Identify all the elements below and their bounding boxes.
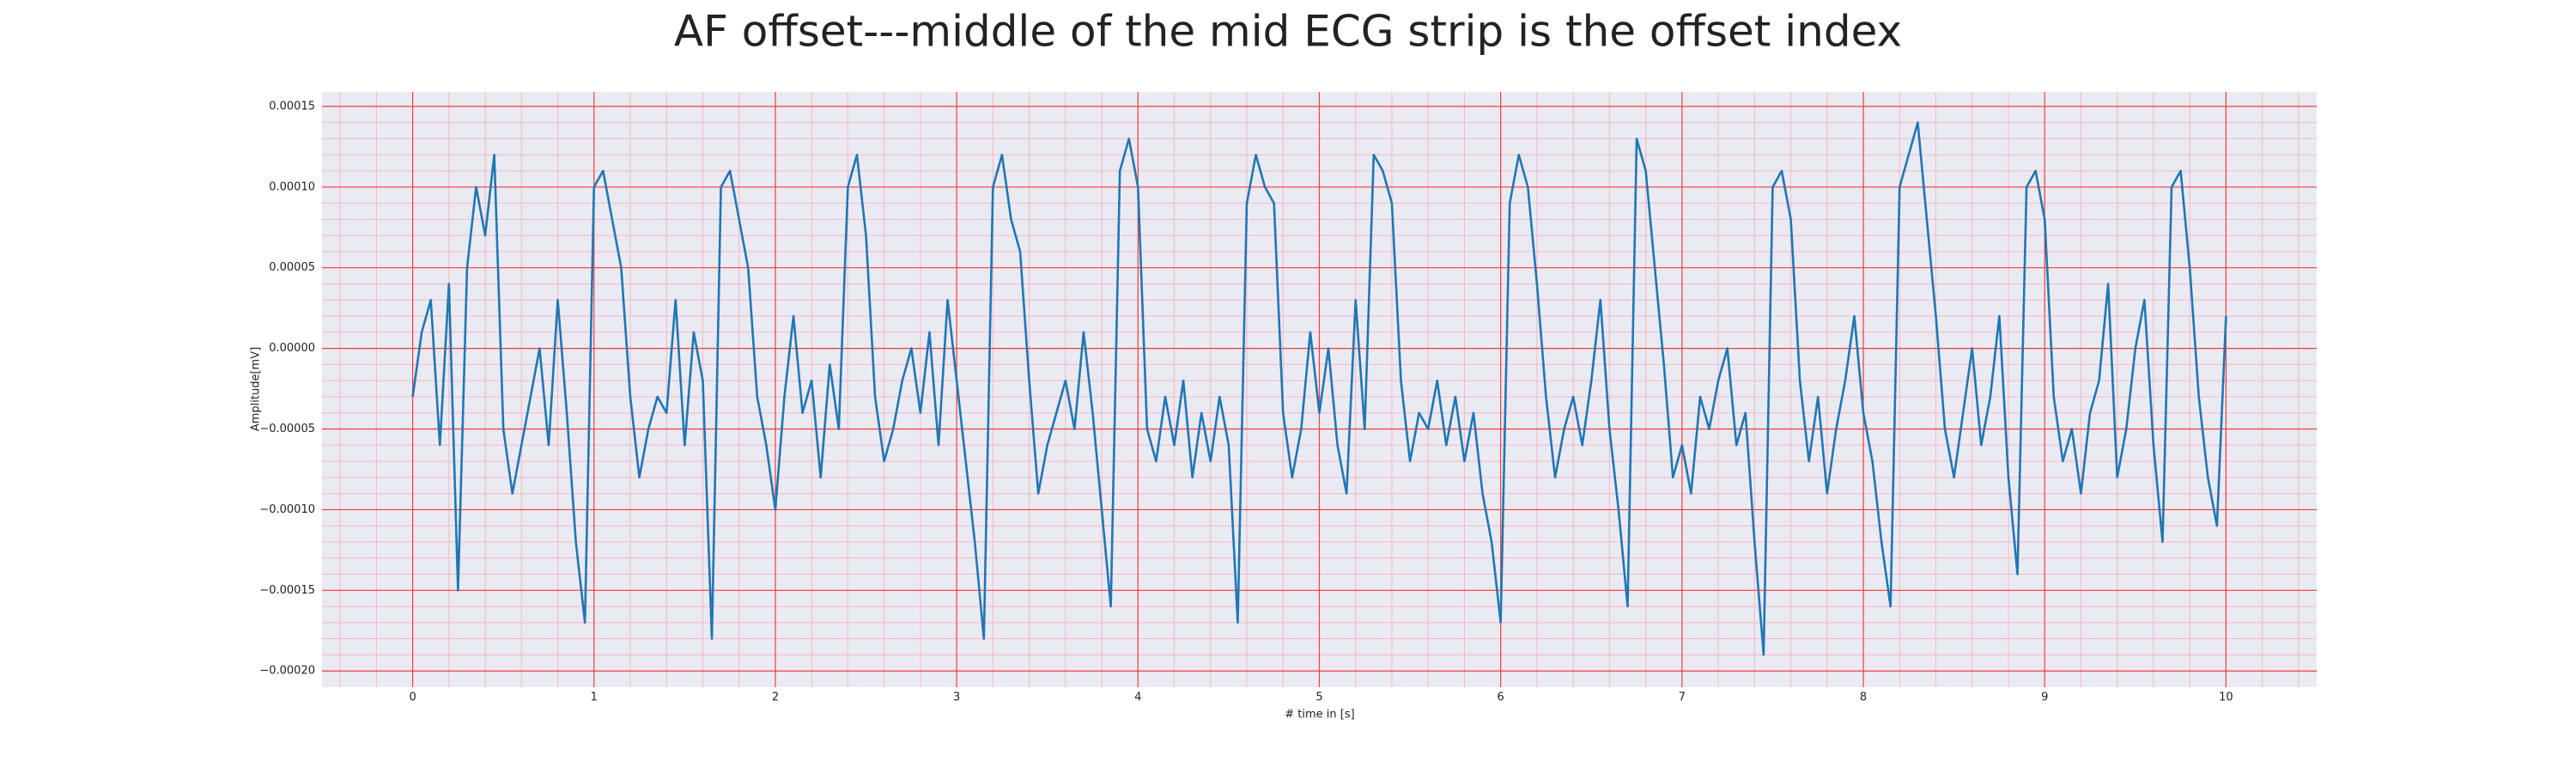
y-tick-label: −0.00010 <box>259 503 315 516</box>
x-tick-label: 2 <box>772 691 779 704</box>
y-tick-label: 0.00010 <box>269 180 315 193</box>
x-tick-label: 4 <box>1134 691 1141 704</box>
x-tick-label: 3 <box>953 691 960 704</box>
y-tick-label: 0.00005 <box>269 261 315 274</box>
y-tick-label: 0.00000 <box>269 342 315 355</box>
x-tick-label: 9 <box>2041 691 2048 704</box>
x-tick-label: 10 <box>2219 691 2233 704</box>
x-tick-label: 8 <box>1860 691 1867 704</box>
y-tick-label: −0.00015 <box>259 584 315 597</box>
y-tick-label: 0.00015 <box>269 100 315 113</box>
y-axis-label: Amplitude[mV] <box>250 347 263 431</box>
y-tick-label: −0.00005 <box>259 423 315 435</box>
x-tick-label: 6 <box>1498 691 1504 704</box>
x-axis-label: # time in [s] <box>1285 709 1354 721</box>
x-tick-label: 7 <box>1679 691 1686 704</box>
chart-title: AF offset---middle of the mid ECG strip … <box>674 7 1902 57</box>
x-tick-label: 0 <box>409 691 416 704</box>
x-tick-label: 5 <box>1315 691 1322 704</box>
x-tick-label: 1 <box>591 691 598 704</box>
ecg-line <box>411 121 2227 656</box>
y-tick-label: −0.00020 <box>259 665 315 678</box>
